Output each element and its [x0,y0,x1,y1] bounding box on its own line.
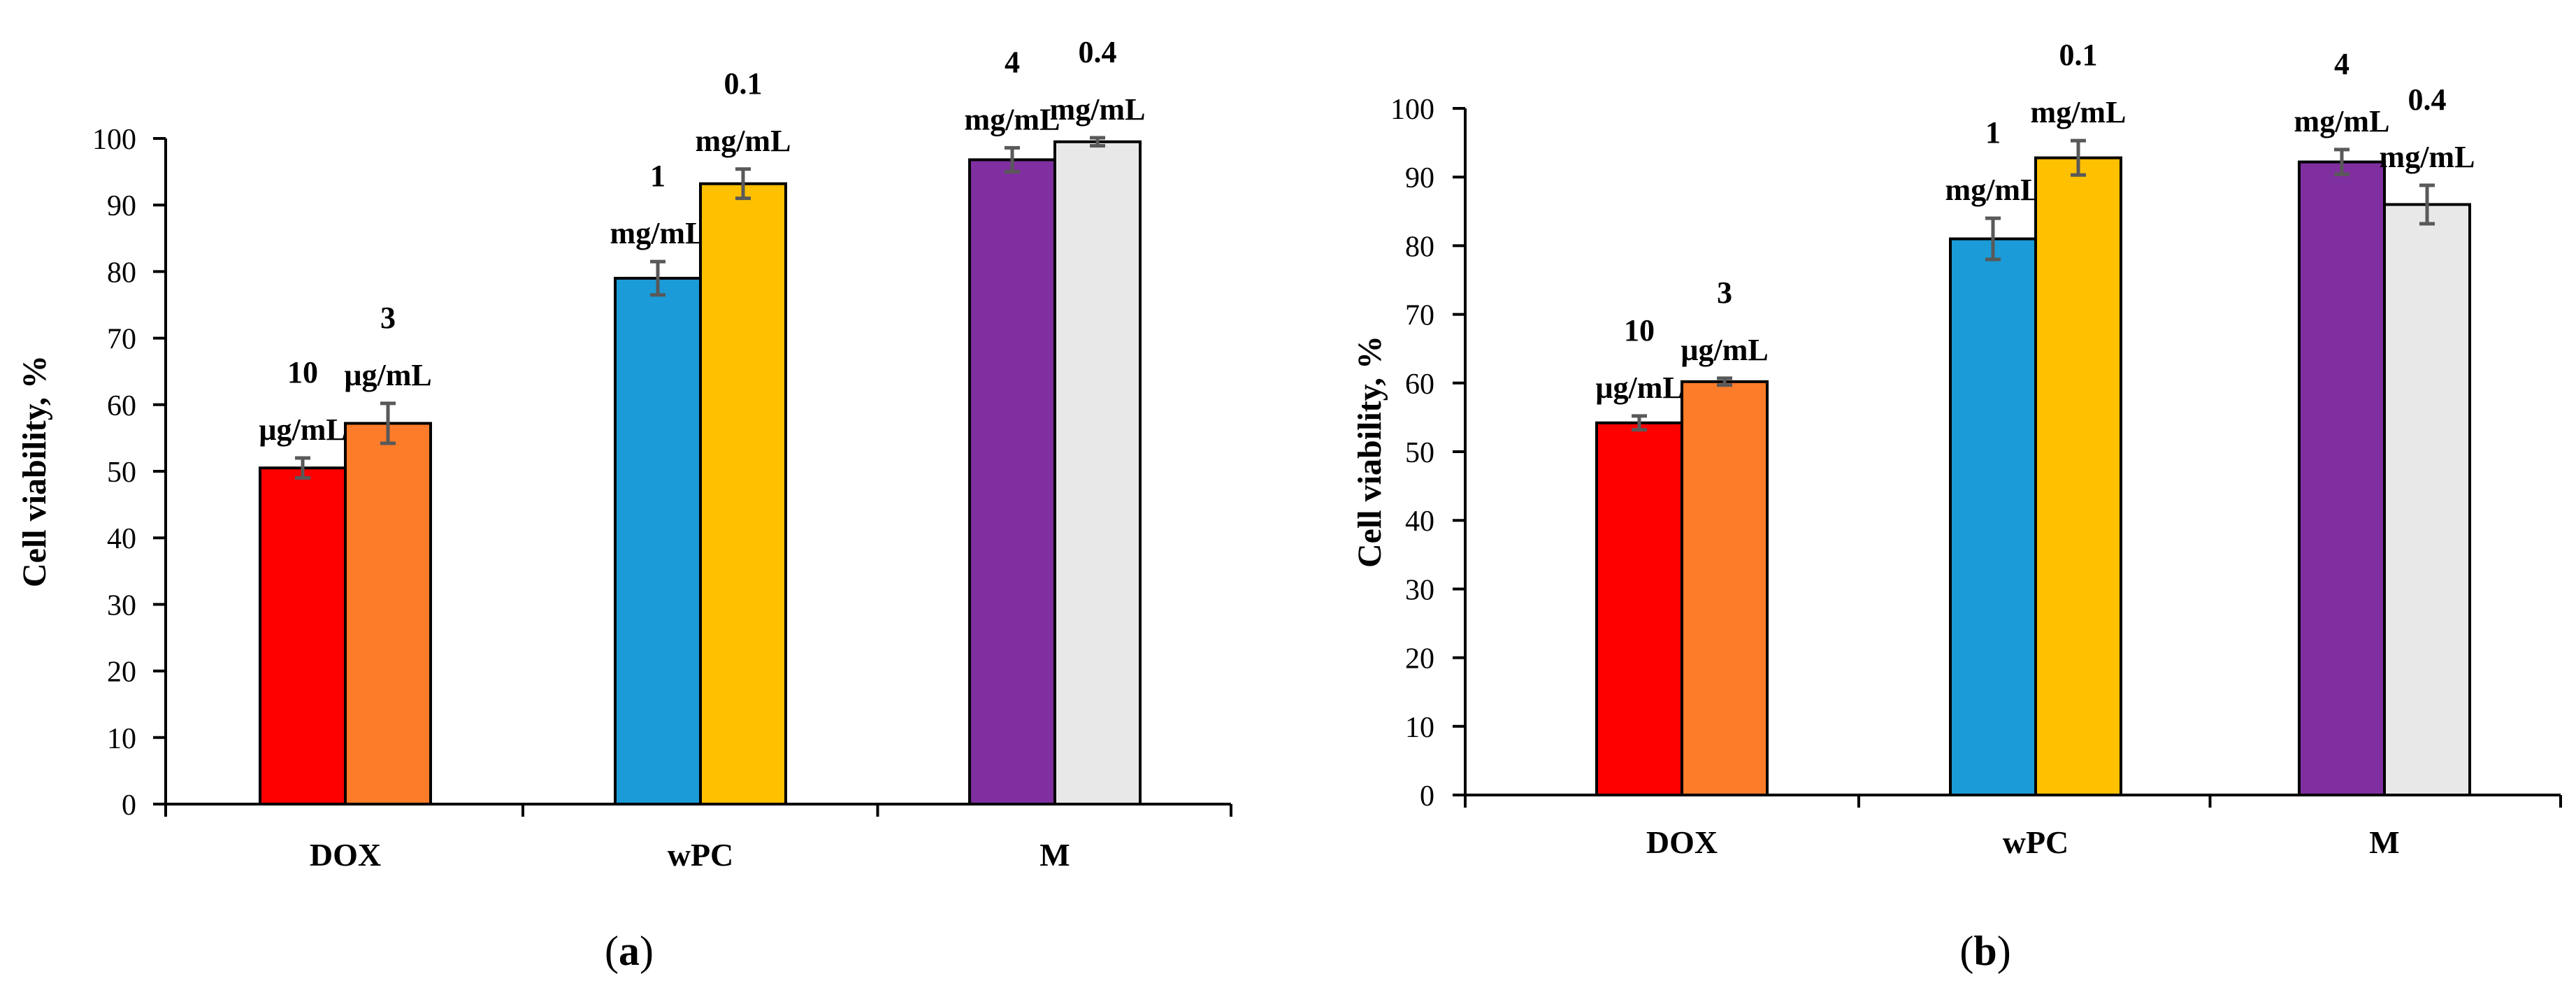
y-tick-label: 70 [1405,300,1434,332]
y-tick-label: 10 [107,723,136,755]
bar [1595,421,1683,796]
bar [1949,237,2037,796]
y-tick-label: 30 [107,589,136,622]
y-tick-label: 20 [1405,643,1434,675]
y-tick-label: 70 [107,324,136,356]
data-label: µg/mL [344,358,432,392]
bar [1681,380,1769,796]
data-label: µg/mL [259,413,347,447]
data-label: 10 [1624,313,1655,348]
data-label: 3 [380,301,396,335]
data-label: mg/mL [2031,95,2127,129]
panel-label: (a) [605,928,654,974]
y-tick-label: 60 [107,390,136,422]
panel-label: (b) [1959,928,2010,974]
data-label: mg/mL [610,216,706,250]
y-tick-label: 0 [122,789,136,822]
data-label: 0.4 [1079,35,1117,69]
x-category-label: DOX [310,837,381,873]
y-tick-label: 40 [107,523,136,555]
bar [2034,156,2122,797]
y-tick-label: 50 [1405,437,1434,469]
y-tick-label: 90 [1405,162,1434,194]
bar [2298,160,2386,796]
data-label: 3 [1717,275,1732,310]
y-tick-label: 20 [107,657,136,689]
y-tick-label: 80 [1405,231,1434,263]
y-tick-label: 100 [1390,94,1434,126]
y-axis-title: Cell viability, % [16,355,53,587]
data-label: mg/mL [2380,140,2475,174]
bar [699,182,787,806]
data-label: 1 [1985,115,2001,150]
y-tick-label: 0 [1420,780,1434,812]
y-tick-label: 30 [1405,574,1434,606]
data-label: mg/mL [696,124,791,158]
y-tick-label: 50 [107,457,136,489]
data-label: 0.4 [2408,83,2447,117]
panel-b: 10 µg/mL 3 µg/mL 1 mg/mL 0.1 mg/mL 4 mg/mL 0.4 mg/m… [1351,38,2562,974]
data-label: mg/mL [965,102,1060,136]
data-label: 4 [1005,45,1020,79]
data-label: µg/mL [1681,333,1769,367]
x-category-label: DOX [1646,824,1718,860]
bar [259,466,347,806]
data-label: 4 [2334,47,2350,81]
data-label: 10 [287,355,318,389]
x-category-label: wPC [668,837,734,873]
y-tick-label: 10 [1405,712,1434,744]
y-axis-title: Cell viability, % [1351,336,1388,568]
data-label: 0.1 [724,66,763,101]
y-tick-label: 100 [92,124,136,156]
bar [614,276,702,806]
x-category-label: M [2369,824,2399,860]
data-label: mg/mL [1945,173,2041,207]
data-label: mg/mL [1050,92,1146,127]
y-tick-label: 40 [1405,506,1434,538]
y-tick-label: 60 [1405,368,1434,401]
data-label: 0.1 [2059,38,2098,72]
data-label: 1 [650,159,665,193]
bar [344,422,432,806]
bar [1053,140,1142,806]
x-category-label: wPC [2003,824,2069,860]
panel-a: 10 µg/mL 3 µg/mL 1 mg/mL 0.1 mg/mL 4 mg/mL 0.4 mg/m… [16,35,1232,974]
bar [2383,203,2471,797]
y-tick-label: 80 [107,257,136,289]
x-category-label: M [1039,837,1070,873]
data-label: mg/mL [2294,104,2390,138]
bar [968,158,1056,806]
data-label: µg/mL [1595,371,1683,405]
y-tick-label: 90 [107,190,136,222]
